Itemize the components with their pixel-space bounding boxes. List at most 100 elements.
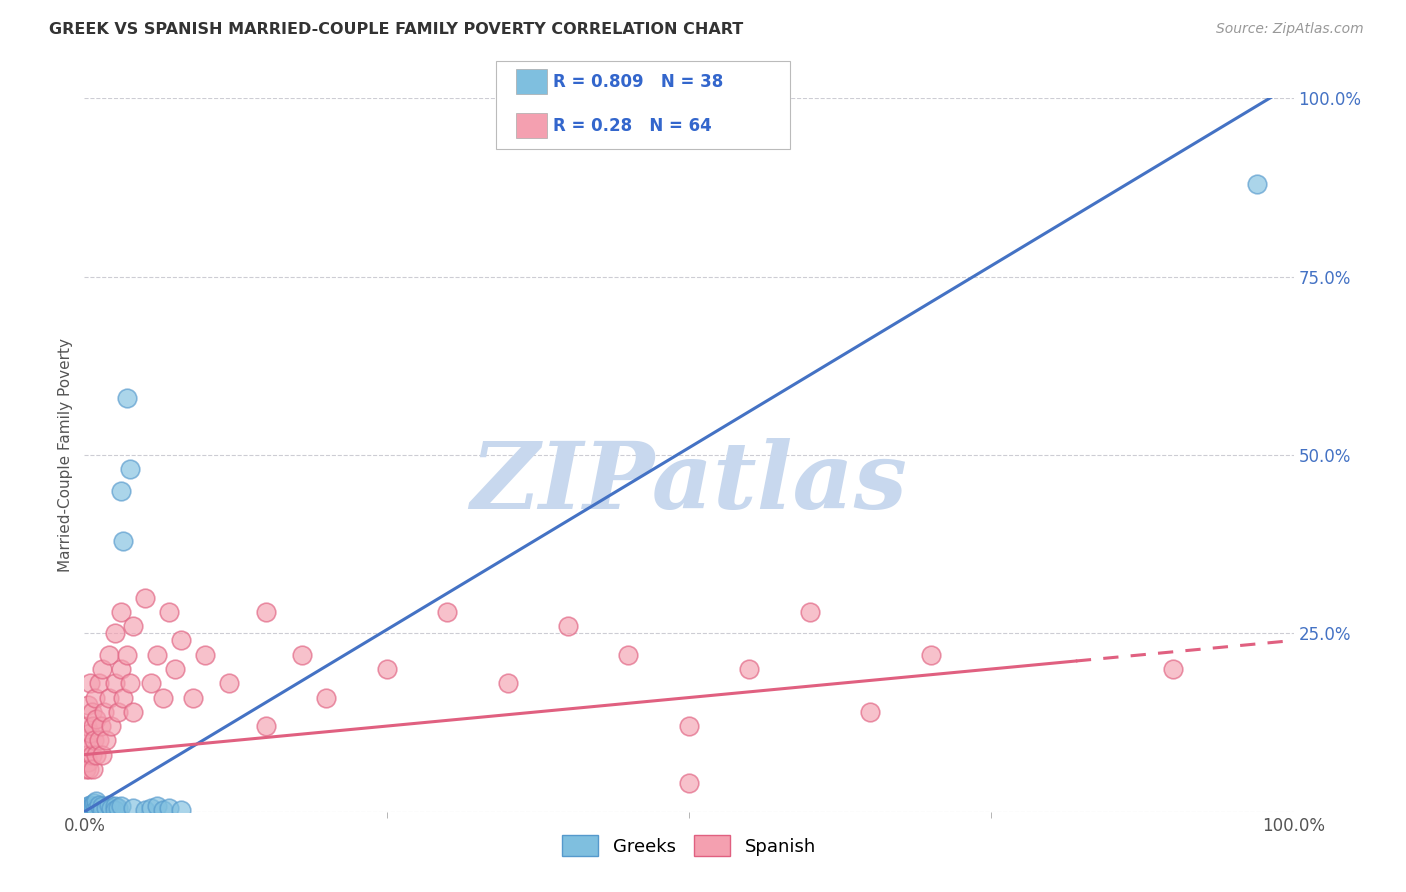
Point — [86, 712, 108, 726]
Point — [110, 662, 132, 676]
Point — [139, 801, 162, 815]
Y-axis label: Married-Couple Family Poverty: Married-Couple Family Poverty — [58, 338, 73, 572]
Point — [557, 619, 579, 633]
Point — [110, 799, 132, 814]
Point — [94, 733, 117, 747]
Point — [170, 803, 193, 817]
Point — [121, 705, 143, 719]
Point — [97, 690, 120, 705]
Point — [93, 705, 115, 719]
Point — [77, 740, 100, 755]
Point — [104, 626, 127, 640]
Point — [75, 762, 97, 776]
Point — [115, 648, 138, 662]
Point — [375, 662, 398, 676]
Point — [181, 690, 204, 705]
Point — [146, 648, 169, 662]
Point — [738, 662, 761, 676]
Point — [87, 733, 110, 747]
Point — [91, 747, 114, 762]
Text: R = 0.809   N = 38: R = 0.809 N = 38 — [553, 72, 723, 91]
Point — [157, 801, 180, 815]
Point — [104, 803, 127, 817]
Point — [79, 676, 101, 690]
Point — [86, 747, 108, 762]
Point — [146, 799, 169, 814]
Point — [1161, 662, 1184, 676]
Point — [678, 776, 700, 790]
Point — [152, 803, 174, 817]
Point — [80, 747, 103, 762]
Point — [100, 801, 122, 815]
Point — [678, 719, 700, 733]
Point — [436, 605, 458, 619]
Point — [77, 698, 100, 712]
Point — [76, 747, 98, 762]
Point — [75, 803, 97, 817]
Point — [218, 676, 240, 690]
Point — [76, 803, 98, 817]
Point — [83, 733, 105, 747]
Point — [82, 719, 104, 733]
Point — [75, 803, 97, 817]
Point — [104, 799, 127, 814]
Point — [79, 726, 101, 740]
Point — [91, 662, 114, 676]
Point — [91, 799, 114, 814]
Point — [82, 762, 104, 776]
Point — [254, 719, 277, 733]
Point — [134, 591, 156, 605]
Point — [86, 794, 108, 808]
Point — [87, 676, 110, 690]
Point — [112, 533, 135, 548]
Text: R = 0.28   N = 64: R = 0.28 N = 64 — [553, 117, 711, 135]
Point — [1246, 177, 1268, 191]
Point — [859, 705, 882, 719]
Point — [617, 648, 640, 662]
Point — [920, 648, 942, 662]
Text: GREEK VS SPANISH MARRIED-COUPLE FAMILY POVERTY CORRELATION CHART: GREEK VS SPANISH MARRIED-COUPLE FAMILY P… — [49, 22, 744, 37]
Point — [77, 800, 100, 814]
Point — [77, 802, 100, 816]
Point — [80, 705, 103, 719]
Point — [76, 801, 98, 815]
Point — [107, 801, 129, 815]
Point — [315, 690, 337, 705]
Point — [77, 755, 100, 769]
Point — [75, 733, 97, 747]
Point — [163, 662, 186, 676]
Point — [90, 719, 112, 733]
Point — [799, 605, 821, 619]
Point — [94, 801, 117, 815]
Point — [83, 796, 105, 810]
Point — [291, 648, 314, 662]
Point — [77, 803, 100, 817]
Point — [121, 619, 143, 633]
Point — [120, 462, 142, 476]
Point — [91, 803, 114, 817]
Point — [170, 633, 193, 648]
Point — [87, 797, 110, 812]
Point — [107, 705, 129, 719]
Point — [496, 676, 519, 690]
Point — [152, 690, 174, 705]
Point — [82, 800, 104, 814]
Point — [120, 676, 142, 690]
Point — [254, 605, 277, 619]
Point — [115, 391, 138, 405]
Point — [97, 797, 120, 812]
Legend: Greeks, Spanish: Greeks, Spanish — [555, 828, 823, 863]
Point — [100, 719, 122, 733]
Point — [79, 797, 101, 812]
Point — [76, 719, 98, 733]
Point — [77, 799, 100, 814]
Point — [139, 676, 162, 690]
Point — [97, 648, 120, 662]
Point — [84, 801, 107, 815]
Point — [134, 803, 156, 817]
Point — [84, 690, 107, 705]
Point — [112, 690, 135, 705]
Point — [86, 803, 108, 817]
Point — [77, 762, 100, 776]
Point — [121, 801, 143, 815]
